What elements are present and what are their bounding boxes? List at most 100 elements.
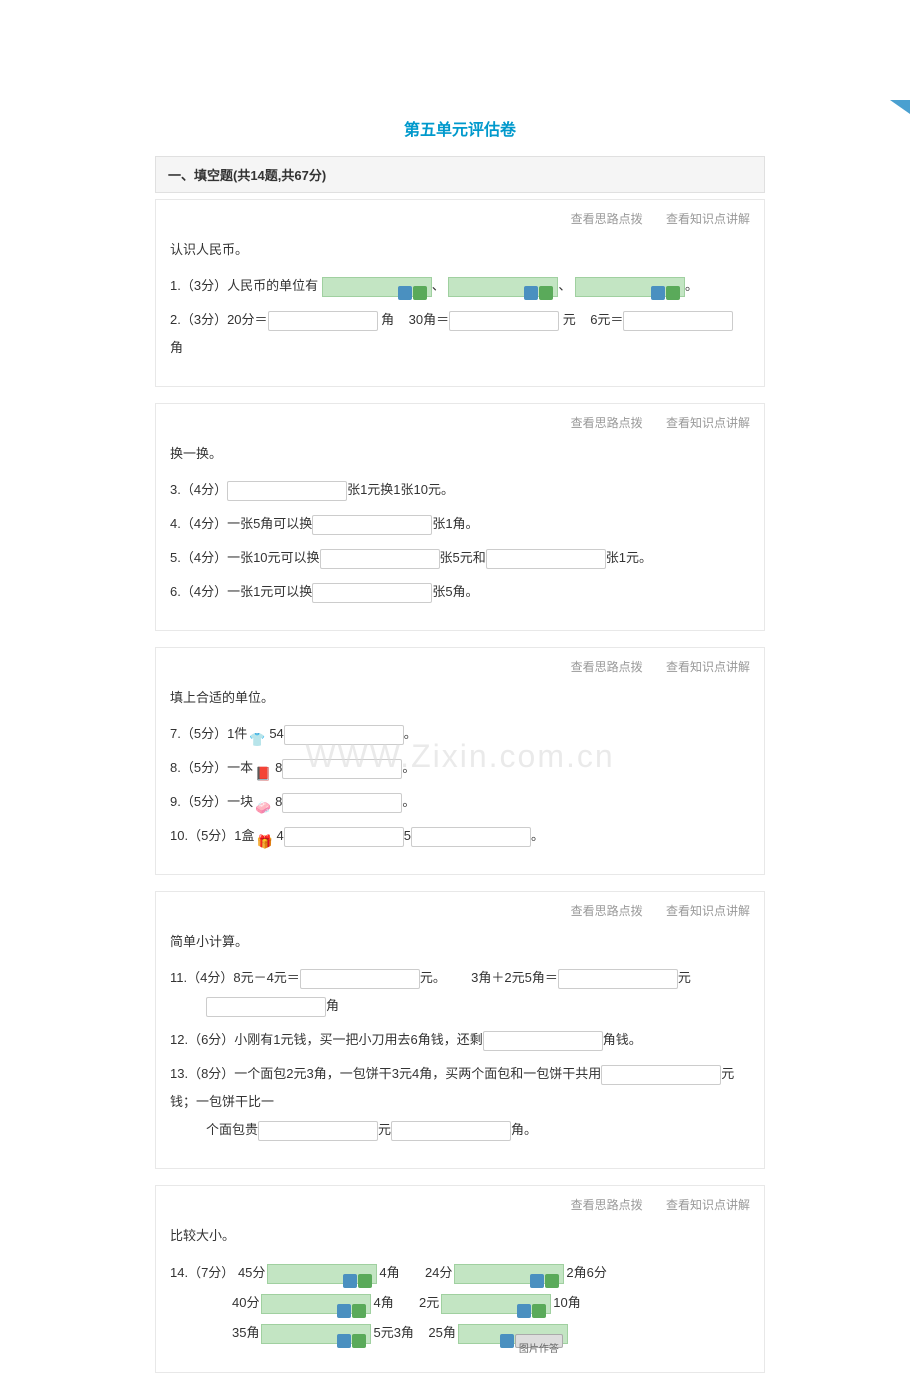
q10-pre: 10.（5分）1盒 [170, 828, 255, 843]
unit: 角 [326, 998, 339, 1013]
period: 。 [531, 828, 544, 843]
blank-input[interactable] [282, 793, 402, 813]
answer-box[interactable] [267, 1264, 377, 1284]
answer-box[interactable] [261, 1324, 371, 1344]
unit: 元。 [420, 970, 446, 985]
unit: 元 [378, 1122, 391, 1137]
card-fill-unit: 查看思路点拨 查看知识点讲解 填上合适的单位。 WWW.Zixin.com.cn… [155, 647, 765, 875]
question-9: 9.（5分）一块🧼8 。 [170, 788, 750, 816]
blank-input[interactable] [623, 311, 733, 331]
blank-input[interactable] [258, 1121, 378, 1141]
question-2: 2.（3分）20分＝ 角 30角＝ 元 6元＝ 角 [170, 306, 750, 362]
answer-box[interactable] [322, 277, 432, 297]
blank-input[interactable] [227, 481, 347, 501]
blank-input[interactable] [312, 583, 432, 603]
question-10: 10.（5分）1盒🎁45。 [170, 822, 750, 850]
hint-row: 查看思路点拨 查看知识点讲解 [170, 1196, 750, 1225]
lhs: 24分 [425, 1265, 452, 1280]
q9-pre: 9.（5分）一块 [170, 794, 253, 809]
blank-input[interactable] [284, 725, 404, 745]
hint-tips-button[interactable]: 查看思路点拨 [571, 902, 643, 919]
file-answer-button[interactable]: 图片作答 [515, 1334, 563, 1348]
image-icon[interactable] [337, 1304, 351, 1318]
shirt-icon: 👕 [249, 726, 267, 744]
separator: 、 [558, 278, 571, 293]
image-icon[interactable] [524, 286, 538, 300]
blank-input[interactable] [486, 549, 606, 569]
question-3: 3.（4分） 张1元换1张10元。 [170, 476, 750, 504]
blank-input[interactable] [601, 1065, 721, 1085]
eraser-icon: 🧼 [255, 794, 273, 812]
hint-knowledge-button[interactable]: 查看知识点讲解 [666, 414, 750, 431]
question-8: 8.（5分）一本📕8。 [170, 754, 750, 782]
answer-box[interactable] [441, 1294, 551, 1314]
q3-post: 张1元换1张10元。 [347, 482, 454, 497]
hint-row: 查看思路点拨 查看知识点讲解 [170, 902, 750, 931]
q1-text: 1.（3分）人民币的单位有 [170, 278, 318, 293]
answer-box[interactable] [448, 277, 558, 297]
edit-icon[interactable] [532, 1304, 546, 1318]
blank-input[interactable] [449, 311, 559, 331]
hint-row: 查看思路点拨 查看知识点讲解 [170, 414, 750, 443]
question-11: 11.（4分）8元－4元＝元。 3角＋2元5角＝元 角 [170, 964, 750, 1020]
card-recognize-rmb: 查看思路点拨 查看知识点讲解 认识人民币。 1.（3分）人民币的单位有 、 、 … [155, 199, 765, 387]
blank-input[interactable] [320, 549, 440, 569]
question-7: 7.（5分）1件👕54。 [170, 720, 750, 748]
answer-box[interactable] [575, 277, 685, 297]
q3-pre: 3.（4分） [170, 482, 227, 497]
question-4: 4.（4分）一张5角可以换张1角。 [170, 510, 750, 538]
edit-icon[interactable] [352, 1334, 366, 1348]
hint-tips-button[interactable]: 查看思路点拨 [571, 414, 643, 431]
blank-input[interactable] [483, 1031, 603, 1051]
q14-pre: 14.（7分） [170, 1265, 234, 1280]
q9-num: 8 [275, 794, 282, 809]
hint-knowledge-button[interactable]: 查看知识点讲解 [666, 902, 750, 919]
hint-knowledge-button[interactable]: 查看知识点讲解 [666, 210, 750, 227]
section-header: 一、填空题(共14题,共67分) [155, 156, 765, 193]
image-icon[interactable] [337, 1334, 351, 1348]
edit-icon[interactable] [666, 286, 680, 300]
hint-tips-button[interactable]: 查看思路点拨 [571, 210, 643, 227]
card-title: 换一换。 [170, 443, 750, 462]
blank-input[interactable] [284, 827, 404, 847]
image-icon[interactable] [517, 1304, 531, 1318]
edit-icon[interactable] [545, 1274, 559, 1288]
page-title: 第五单元评估卷 [0, 100, 920, 156]
image-icon[interactable] [530, 1274, 544, 1288]
q5-mid: 张5元和 [440, 550, 486, 565]
answer-box[interactable] [261, 1294, 371, 1314]
hint-tips-button[interactable]: 查看思路点拨 [571, 1196, 643, 1213]
blank-input[interactable] [206, 997, 326, 1017]
period: 。 [402, 794, 415, 809]
blank-input[interactable] [391, 1121, 511, 1141]
edit-icon[interactable] [358, 1274, 372, 1288]
lhs: 45分 [238, 1265, 265, 1280]
blank-input[interactable] [268, 311, 378, 331]
blank-input[interactable] [282, 759, 402, 779]
hint-knowledge-button[interactable]: 查看知识点讲解 [666, 658, 750, 675]
blank-input[interactable] [411, 827, 531, 847]
q2-mid: 30角＝ [409, 312, 449, 327]
q4-pre: 4.（4分）一张5角可以换 [170, 516, 312, 531]
image-icon[interactable] [500, 1334, 514, 1348]
hint-knowledge-button[interactable]: 查看知识点讲解 [666, 1196, 750, 1213]
image-icon[interactable] [651, 286, 665, 300]
hint-row: 查看思路点拨 查看知识点讲解 [170, 658, 750, 687]
edit-icon[interactable] [539, 286, 553, 300]
hint-tips-button[interactable]: 查看思路点拨 [571, 658, 643, 675]
card-title: 简单小计算。 [170, 931, 750, 950]
card-compare: 查看思路点拨 查看知识点讲解 比较大小。 14.（7分） 45分4角 24分2角… [155, 1185, 765, 1373]
answer-box[interactable]: 图片作答 [458, 1324, 568, 1344]
edit-icon[interactable] [413, 286, 427, 300]
blank-input[interactable] [312, 515, 432, 535]
edit-icon[interactable] [352, 1304, 366, 1318]
book-icon: 📕 [255, 760, 273, 778]
image-icon[interactable] [343, 1274, 357, 1288]
blank-input[interactable] [558, 969, 678, 989]
answer-box[interactable] [454, 1264, 564, 1284]
image-icon[interactable] [398, 286, 412, 300]
card-title: 填上合适的单位。 [170, 687, 750, 706]
question-14: 14.（7分） 45分4角 24分2角6分 40分4角 2元10角 35角5元3… [170, 1258, 750, 1348]
q13-line2a: 个面包贵 [206, 1122, 258, 1137]
blank-input[interactable] [300, 969, 420, 989]
